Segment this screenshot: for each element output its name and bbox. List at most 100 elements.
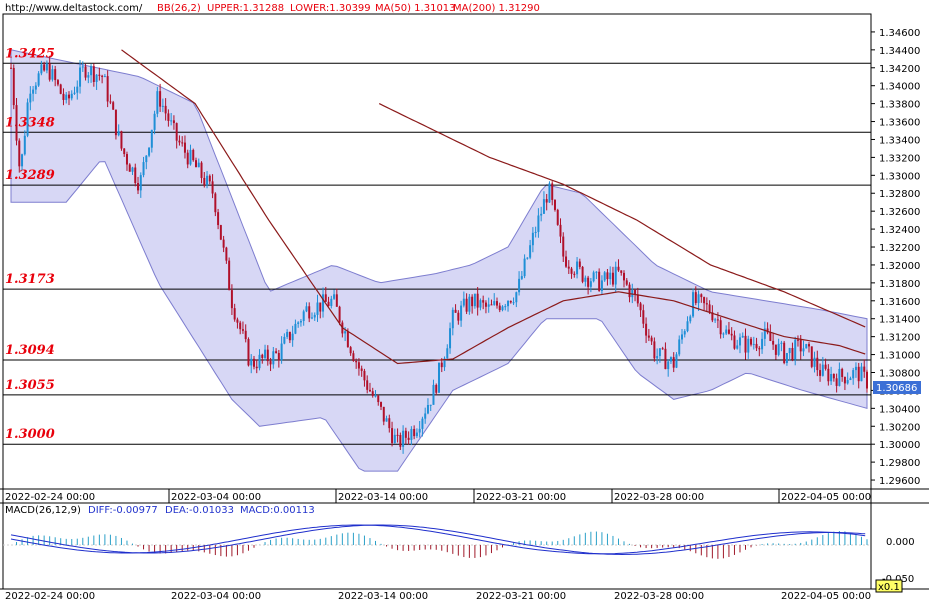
candle-body	[261, 354, 264, 358]
candle-body	[716, 319, 719, 321]
candle-body	[280, 343, 283, 361]
candle-body	[255, 366, 258, 369]
candle-body	[349, 347, 352, 354]
candle-body	[523, 258, 526, 277]
candle-body	[211, 181, 214, 194]
candle-body	[714, 319, 717, 321]
candle-body	[368, 389, 371, 392]
candle-body	[534, 231, 537, 233]
macd-title: MACD(26,12,9)	[5, 505, 81, 516]
candle-body	[639, 303, 642, 311]
ma200-value: MA(200) 1.31290	[453, 3, 540, 14]
candle-body	[112, 102, 115, 110]
candle-body	[32, 89, 35, 94]
candle-body	[738, 337, 741, 346]
level-label-1: 1.3348	[5, 115, 55, 130]
candle-body	[228, 260, 231, 291]
candle-body	[454, 309, 457, 313]
candle-body	[21, 154, 24, 167]
level-label-0: 1.3425	[5, 46, 55, 61]
candle-body	[606, 272, 609, 280]
y-tick-label: 1.32200	[879, 243, 920, 254]
candle-body	[515, 292, 518, 303]
candle-body	[233, 308, 236, 320]
candle-body	[758, 348, 761, 350]
candle-body	[214, 193, 217, 213]
candle-body	[37, 73, 40, 86]
level-label-4: 1.3094	[5, 343, 55, 358]
candle-body	[388, 418, 391, 429]
candle-body	[799, 339, 802, 352]
candle-body	[542, 199, 545, 214]
candle-body	[319, 302, 322, 312]
candle-body	[777, 343, 780, 355]
candle-body	[752, 343, 755, 345]
y-tick-label: 1.31800	[879, 279, 920, 290]
candle-body	[114, 109, 117, 136]
candle-body	[299, 320, 302, 323]
candle-body	[446, 348, 449, 359]
candle-body	[178, 140, 181, 143]
candle-body	[70, 93, 73, 99]
candle-body	[26, 102, 29, 136]
zoom-badge[interactable]	[875, 579, 903, 593]
level-label-3: 1.3173	[5, 272, 55, 287]
candle-body	[164, 105, 167, 114]
candle-body	[206, 175, 209, 186]
candle-body	[252, 358, 255, 367]
candle-body	[537, 215, 540, 232]
candle-body	[529, 245, 532, 258]
candle-body	[487, 304, 490, 307]
candle-body	[576, 261, 579, 275]
candle-body	[241, 329, 244, 331]
candle-body	[195, 160, 198, 168]
candle-body	[755, 343, 758, 349]
candle-body	[484, 302, 487, 307]
candle-body	[159, 91, 162, 107]
y-tick-label: 1.32400	[879, 225, 920, 236]
candle-body	[84, 66, 87, 78]
candle-body	[744, 335, 747, 353]
support-resistance-levels: 1.3425 1.3348 1.3289 1.3173 1.3094 1.3055 1.30…	[3, 46, 871, 445]
candle-body	[291, 333, 294, 341]
candle-body	[625, 280, 628, 285]
candle-body	[322, 294, 325, 312]
bb-lower-value: LOWER:1.30399	[290, 3, 371, 14]
candle-body	[678, 339, 681, 355]
candle-body	[128, 164, 131, 172]
candle-body	[849, 378, 852, 381]
candle-body	[59, 84, 62, 94]
y-tick-label: 1.30000	[879, 440, 920, 451]
candle-body	[747, 338, 750, 353]
y-tick-label: 1.34200	[879, 64, 920, 75]
candle-body	[766, 328, 769, 333]
candle-body	[150, 129, 153, 148]
candle-body	[283, 336, 286, 344]
candles	[10, 55, 868, 454]
candle-body	[407, 437, 410, 440]
candle-body	[866, 371, 868, 389]
candle-body	[854, 366, 857, 371]
candle-body	[440, 362, 443, 368]
candle-body	[200, 162, 203, 178]
candle-body	[54, 69, 57, 81]
candle-body	[258, 354, 261, 369]
candle-body	[769, 332, 772, 341]
candle-body	[90, 66, 93, 76]
candle-body	[832, 374, 835, 379]
candle-body	[578, 261, 581, 267]
candle-body	[592, 272, 595, 282]
y-tick-label: 1.31400	[879, 315, 920, 326]
bollinger-band	[10, 49, 868, 472]
candle-body	[302, 311, 305, 321]
candle-body	[614, 266, 617, 285]
candle-body	[79, 67, 82, 87]
y-tick-label: 1.33800	[879, 100, 920, 111]
moving-averages	[121, 49, 866, 365]
candle-body	[460, 305, 463, 321]
level-label-6: 1.3000	[5, 427, 55, 442]
candle-body	[645, 323, 648, 336]
candle-body	[838, 368, 841, 386]
candle-body	[609, 272, 612, 280]
